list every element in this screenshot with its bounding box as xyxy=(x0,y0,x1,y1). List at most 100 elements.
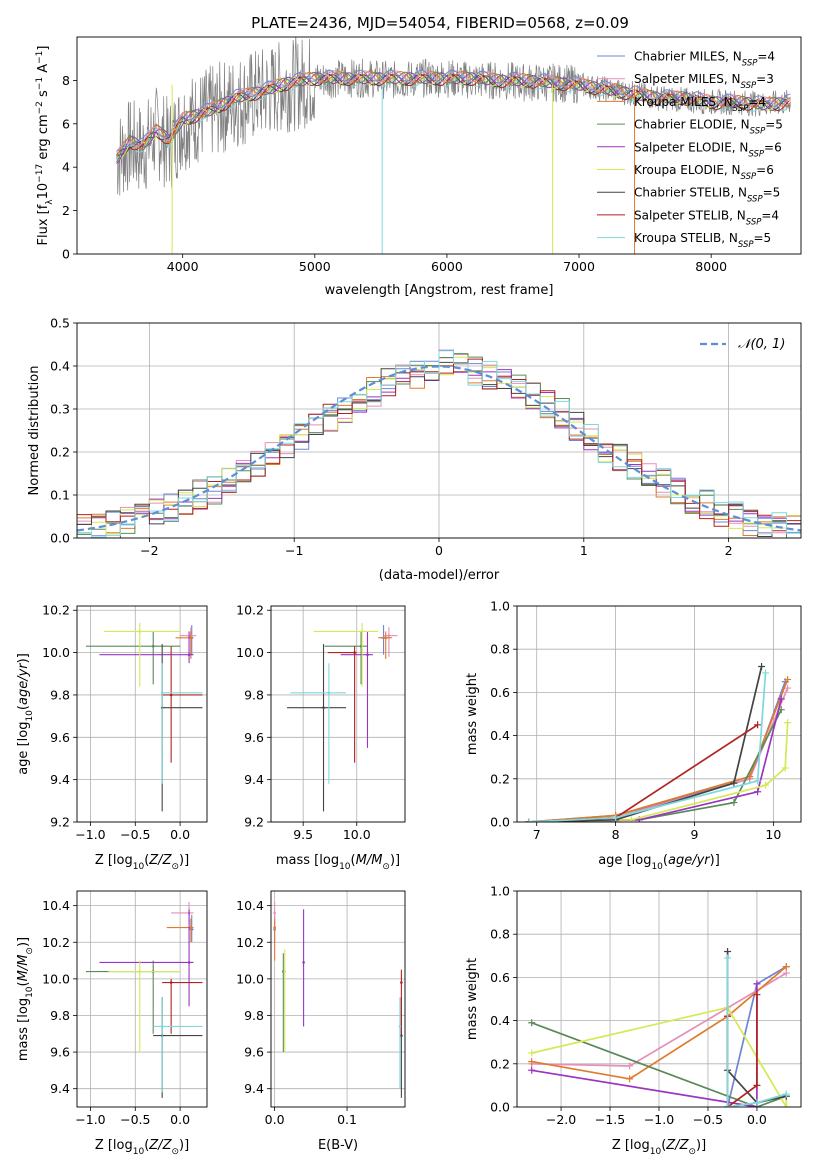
y-tick-label: 9.8 xyxy=(50,687,70,702)
y-tick-label: 10.4 xyxy=(236,898,264,913)
mass-vs-z-panel: −1.0 −0.5 0.09.49.69.810.010.210.4Z [log10… xyxy=(16,890,208,1157)
y-tick-label: 4 xyxy=(62,160,70,175)
plus-marker xyxy=(782,969,790,977)
legend-label-name: Kroupa MILES, N xyxy=(634,95,733,109)
legend-label: Salpeter MILES, NSSP=3 xyxy=(634,72,774,91)
legend-label-count: =5 xyxy=(754,231,772,245)
axes-frame xyxy=(516,890,802,1108)
axis-label-part: 10 xyxy=(133,862,145,872)
axis-label-part: −2 xyxy=(35,101,45,114)
x-axis-label: wavelength [Angstrom, rest frame] xyxy=(325,283,554,298)
y-tick-label: 0 xyxy=(62,247,70,262)
plus-marker xyxy=(753,991,761,999)
axis-label-part: age [log xyxy=(598,853,651,868)
y-tick-label: 9.6 xyxy=(244,730,264,745)
y-tick-label: 2 xyxy=(62,203,70,218)
plus-marker xyxy=(754,777,762,785)
axis-label-part: ( xyxy=(144,1138,149,1153)
y-tick-label: 1.0 xyxy=(490,884,510,899)
data-point xyxy=(353,651,356,654)
plus-marker xyxy=(784,675,792,683)
y-tick-label: 0.4 xyxy=(490,1013,510,1028)
x-axis-label: E(B-V) xyxy=(318,1138,358,1153)
legend-label-name: Chabrier MILES, N xyxy=(634,50,742,64)
x-tick-label: −1.0 xyxy=(75,1112,105,1127)
plus-marker xyxy=(762,781,769,789)
x-tick-label: 0 xyxy=(435,543,443,558)
axis-label-part: −1 xyxy=(35,51,45,64)
data-point xyxy=(151,644,155,648)
plus-marker xyxy=(754,721,762,729)
legend-label-count: =4 xyxy=(748,95,766,109)
y-tick-label: 10.2 xyxy=(42,603,70,618)
legend-label-subscript: SSP xyxy=(747,195,763,205)
x-tick-label: 4000 xyxy=(167,259,199,274)
axis-label-part: M/M xyxy=(356,853,383,868)
legend-label-count: =3 xyxy=(756,72,774,86)
axis-label-part: 10 xyxy=(133,1147,145,1157)
legend-label-subscript: SSP xyxy=(741,172,757,182)
y-tick-label: 0.2 xyxy=(490,771,510,786)
axis-label-part: Z/Z xyxy=(148,1138,172,1153)
x-tick-label: 5000 xyxy=(299,259,331,274)
legend-label-subscript: SSP xyxy=(746,217,762,227)
histogram-step-line xyxy=(77,350,801,538)
legend-label-count: =5 xyxy=(765,118,783,132)
y-tick-label: 6 xyxy=(62,116,70,131)
x-tick-label: −0.5 xyxy=(120,827,150,842)
axis-label-part: 10 xyxy=(651,862,663,872)
legend-label-name: Kroupa STELIB, N xyxy=(634,231,738,245)
x-tick-label: 0.0 xyxy=(170,827,190,842)
mass-weight-line xyxy=(528,666,763,822)
y-tick-label: 0.0 xyxy=(490,815,510,830)
x-tick-label: 0.0 xyxy=(747,1112,767,1127)
axis-label-part: mass [log xyxy=(16,998,31,1061)
axis-label-part: )] xyxy=(179,853,189,868)
axis-label-part: 10 xyxy=(36,183,51,200)
y-tick-label: 1.0 xyxy=(490,599,510,614)
axes-frame xyxy=(270,890,406,1108)
y-tick-label: 9.8 xyxy=(50,1008,70,1023)
x-tick-label: 0.0 xyxy=(265,1112,285,1127)
mass-weight-line xyxy=(528,672,767,822)
x-tick-label: 1 xyxy=(580,543,588,558)
axis-label-part: Z/Z xyxy=(665,1138,689,1153)
data-point xyxy=(160,691,164,695)
x-tick-label: 10 xyxy=(765,827,781,842)
data-point xyxy=(302,961,305,964)
data-point xyxy=(189,926,193,929)
mass-weight-line xyxy=(726,958,787,1107)
x-axis-label: Z [log10(Z/Z⊙)] xyxy=(95,1138,189,1157)
plus-marker xyxy=(528,1049,536,1057)
axis-label-part: )] xyxy=(390,853,400,868)
plus-marker xyxy=(525,818,533,822)
x-tick-label: −1.5 xyxy=(595,1112,625,1127)
data-point xyxy=(327,691,331,695)
y-tick-label: 0.1 xyxy=(50,488,70,503)
data-point xyxy=(400,1034,403,1037)
mass-weight-line xyxy=(531,1022,787,1107)
data-point xyxy=(387,634,391,637)
y-axis-label: Flux [fλ10−17 erg cm−2 s−1 A−1] xyxy=(35,46,55,246)
x-tick-label: 8000 xyxy=(695,259,727,274)
data-point xyxy=(138,970,142,973)
legend-label: Chabrier MILES, NSSP=4 xyxy=(634,50,775,69)
axis-label-part: ( xyxy=(351,853,356,868)
axis-label-part: mass [log xyxy=(276,853,339,868)
x-axis-label: Z [log10(Z/Z⊙)] xyxy=(612,1138,706,1157)
x-tick-label: −1 xyxy=(285,543,303,558)
age-vs-z-panel: −1.0 −0.5 0.09.29.49.69.810.010.2Z [log10(… xyxy=(16,603,208,872)
x-tick-label: −1.0 xyxy=(75,827,105,842)
x-tick-label: −2.0 xyxy=(546,1112,576,1127)
x-tick-label: 9 xyxy=(691,827,699,842)
legend-label-name: Salpeter MILES, N xyxy=(634,72,741,86)
plus-marker xyxy=(762,669,769,677)
y-tick-label: 0.6 xyxy=(490,685,510,700)
legend-label: Salpeter ELODIE, NSSP=6 xyxy=(634,140,782,159)
plus-marker xyxy=(753,1081,761,1089)
axis-label-part: Z [log xyxy=(612,1138,650,1153)
plus-marker xyxy=(612,814,620,822)
legend-label-subscript: SSP xyxy=(741,81,757,91)
data-point xyxy=(187,653,191,657)
legend-label-count: =6 xyxy=(764,140,782,154)
